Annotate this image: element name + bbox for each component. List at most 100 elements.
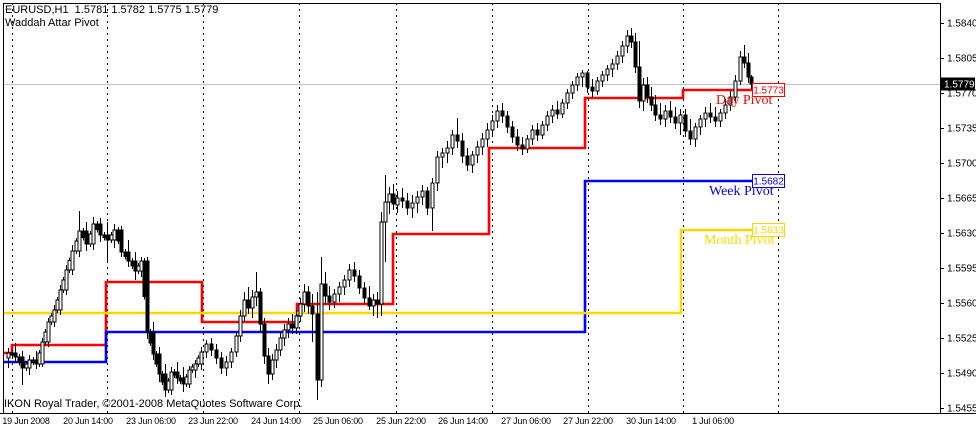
- pivot-value-frame: [752, 223, 785, 237]
- candle-body: [323, 283, 328, 297]
- candle-body: [169, 371, 174, 391]
- candle-body: [580, 72, 585, 78]
- candle-body: [425, 190, 430, 209]
- candle-body: [450, 134, 455, 149]
- candle-body: [683, 114, 688, 132]
- time-axis-label: 27 Jun 22:00: [563, 416, 613, 426]
- price-tick-label: 1.5595: [947, 264, 976, 275]
- candle-body: [214, 349, 219, 359]
- candle-body: [455, 134, 460, 142]
- y-axis-labels: 1.5840 1.5805 1.5770 1.5735 1.5700 1.5665 1.56…: [940, 19, 976, 415]
- candle-body: [658, 114, 663, 120]
- time-axis-label: 23 Jun 22:00: [188, 416, 238, 426]
- candle-body: [595, 80, 600, 92]
- candle-body: [337, 286, 342, 295]
- candle-body: [668, 110, 673, 118]
- candle-body: [13, 352, 18, 358]
- candle-body: [733, 80, 738, 98]
- time-axis-label: 23 Jun 06:00: [126, 416, 176, 426]
- candle-body: [605, 68, 610, 76]
- candle-body: [91, 223, 96, 245]
- candle-body: [505, 115, 510, 128]
- time-axis-label: 30 Jun 14:00: [626, 416, 676, 426]
- symbol-ohlc-header: EURUSD,H1 1.5781 1.5782 1.5775 1.5779: [5, 4, 219, 16]
- time-axis-label: 24 Jun 14:00: [251, 416, 301, 426]
- candle-body: [610, 63, 615, 70]
- candle-body: [653, 104, 658, 116]
- price-tick-label: 1.5490: [947, 369, 976, 380]
- candle-body: [254, 291, 259, 298]
- candle-body: [590, 86, 595, 92]
- candle-body: [258, 291, 263, 325]
- week-pivot-line: [3, 179, 752, 364]
- candle-body: [480, 138, 485, 148]
- candle-body: [415, 196, 420, 204]
- candle-body: [315, 313, 320, 381]
- candle-body: [383, 201, 388, 223]
- time-axis-label: 26 Jun 14:00: [438, 416, 488, 426]
- candle-body: [238, 315, 243, 337]
- candle-body: [58, 289, 63, 311]
- candle-body: [375, 299, 380, 305]
- price-tick-label: 1.5840: [947, 19, 976, 30]
- candle-body: [749, 76, 754, 85]
- candle-body: [641, 84, 646, 102]
- time-axis-label: 19 Jun 2008: [2, 416, 50, 426]
- candle-body: [278, 337, 283, 351]
- candle-body: [391, 193, 396, 205]
- candle-body: [175, 371, 180, 379]
- plot-frame: [0, 3, 976, 414]
- candle-body: [460, 140, 465, 157]
- candle-body: [490, 120, 495, 131]
- candle-body: [637, 66, 642, 102]
- pivot-value-text: 1.5682: [753, 177, 784, 188]
- candle-body: [525, 138, 530, 150]
- price-tick-label: 1.5665: [947, 194, 976, 205]
- candle-body: [585, 72, 590, 88]
- candle-body: [151, 331, 156, 355]
- time-axis-label: 20 Jun 14:00: [63, 416, 113, 426]
- candle-body: [327, 295, 332, 303]
- candle-body: [126, 251, 131, 262]
- month-pivot-line: [3, 228, 752, 315]
- candle-body: [649, 96, 654, 106]
- candle-body: [395, 197, 400, 206]
- candle-body: [400, 197, 405, 202]
- candle-body: [625, 35, 630, 47]
- candle-body: [500, 110, 505, 117]
- time-axis-label: 1 Jul 06:00: [692, 416, 734, 426]
- x-axis-labels: 19 Jun 2008 20 Jun 14:00 23 Jun 06:00 23 Ju…: [2, 416, 734, 426]
- candle-body: [620, 45, 625, 57]
- candle-body: [600, 74, 605, 82]
- platform-copyright: IKON Royal Trader, ©2001-2008 MetaQuotes…: [4, 398, 303, 410]
- candle-body: [157, 353, 162, 375]
- candle-body: [673, 116, 678, 124]
- candle-body: [495, 110, 500, 122]
- candle-body: [540, 124, 545, 136]
- time-axis-label: 27 Jun 06:00: [501, 416, 551, 426]
- candle-body: [145, 260, 150, 333]
- candle-body: [262, 323, 267, 357]
- candle-body: [470, 154, 475, 166]
- candle-body: [270, 359, 275, 375]
- candle-body: [246, 299, 251, 309]
- candle-body: [242, 299, 247, 317]
- candle-body: [342, 279, 347, 288]
- indicator-name-label: Waddah Attar Pivot: [5, 17, 99, 29]
- candle-body: [234, 335, 239, 353]
- pivot-value-frame: [752, 174, 785, 188]
- candle-body: [698, 118, 703, 128]
- day-pivot-line: [3, 88, 752, 355]
- candle-body: [678, 114, 683, 124]
- candle-body: [371, 299, 376, 307]
- price-tick-label: 1.5630: [947, 229, 976, 240]
- candle-body: [204, 343, 209, 353]
- candle-body: [410, 202, 415, 209]
- candle-body: [64, 269, 69, 291]
- candle-body: [430, 182, 435, 209]
- candle-body: [294, 315, 299, 329]
- candle-body: [379, 221, 384, 305]
- week-pivot-value-box: 1.5682: [752, 174, 785, 188]
